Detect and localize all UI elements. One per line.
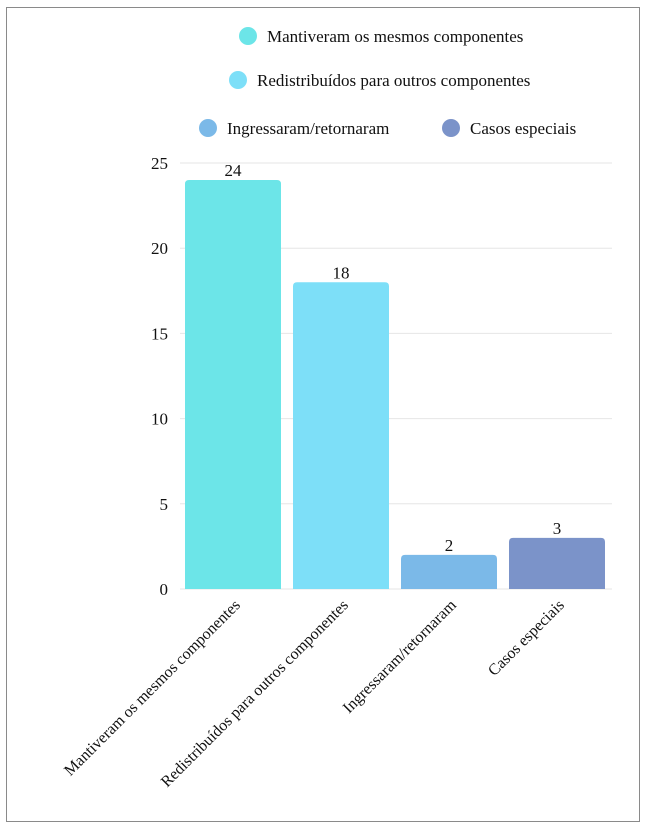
- x-tick-label: Casos especiais: [485, 597, 568, 680]
- legend-label: Redistribuídos para outros componentes: [257, 71, 530, 90]
- bar: [509, 537, 605, 589]
- legend-swatch: [229, 71, 247, 89]
- data-label: 18: [333, 263, 350, 282]
- y-tick-label: 25: [151, 154, 168, 173]
- y-tick-label: 20: [151, 239, 168, 258]
- bar: [401, 554, 497, 589]
- legend-label: Mantiveram os mesmos componentes: [267, 27, 523, 46]
- y-tick-label: 0: [160, 580, 169, 599]
- data-labels: 24 18 2 3: [225, 161, 562, 555]
- data-label: 24: [225, 161, 243, 180]
- legend-item-redistribuidos: Redistribuídos para outros componentes: [229, 71, 530, 90]
- legend-item-casos-especiais: Casos especiais: [442, 119, 576, 138]
- x-tick-label: Ingressaram/retornaram: [340, 596, 460, 716]
- y-tick-label: 15: [151, 324, 168, 343]
- legend-item-mantiveram: Mantiveram os mesmos componentes: [239, 27, 523, 46]
- x-tick-label: Redistribuídos para outros componentes: [158, 597, 352, 791]
- x-axis: Mantiveram os mesmos componentesRedistri…: [61, 596, 568, 790]
- data-label: 3: [553, 519, 562, 538]
- x-tick-label: Mantiveram os mesmos componentes: [61, 597, 244, 780]
- y-tick-label: 5: [160, 495, 169, 514]
- legend-swatch: [199, 119, 217, 137]
- data-label: 2: [445, 536, 454, 555]
- bar: [185, 180, 281, 590]
- legend: Mantiveram os mesmos componentes Redistr…: [199, 27, 576, 138]
- legend-label: Ingressaram/retornaram: [227, 119, 389, 138]
- bars: [185, 180, 605, 590]
- legend-label: Casos especiais: [470, 119, 576, 138]
- y-axis: 0 5 10 15 20 25: [151, 154, 168, 599]
- y-tick-label: 10: [151, 410, 168, 429]
- legend-swatch: [239, 27, 257, 45]
- bar: [293, 282, 389, 589]
- legend-item-ingressaram: Ingressaram/retornaram: [199, 119, 389, 138]
- legend-swatch: [442, 119, 460, 137]
